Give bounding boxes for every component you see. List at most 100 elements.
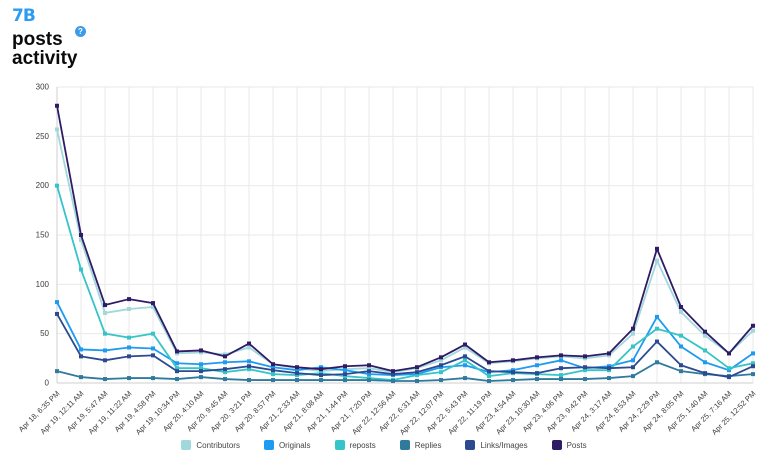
data-point-links-images[interactable] xyxy=(583,365,587,370)
data-point-links-images[interactable] xyxy=(367,369,371,374)
help-icon[interactable]: ? xyxy=(75,26,86,37)
data-point-replies[interactable] xyxy=(103,377,107,382)
data-point-posts[interactable] xyxy=(511,358,515,363)
data-point-reposts[interactable] xyxy=(727,366,731,371)
data-point-posts[interactable] xyxy=(463,342,467,347)
data-point-posts[interactable] xyxy=(343,364,347,369)
data-point-replies[interactable] xyxy=(199,375,203,380)
data-point-replies[interactable] xyxy=(271,378,275,383)
data-point-links-images[interactable] xyxy=(271,368,275,373)
data-point-replies[interactable] xyxy=(79,375,83,380)
data-point-originals[interactable] xyxy=(559,358,563,363)
data-point-reposts[interactable] xyxy=(151,331,155,336)
data-point-contributors[interactable] xyxy=(655,258,659,263)
data-point-originals[interactable] xyxy=(55,300,59,305)
data-point-originals[interactable] xyxy=(679,344,683,349)
data-point-replies[interactable] xyxy=(55,369,59,374)
data-point-posts[interactable] xyxy=(127,297,131,302)
data-point-reposts[interactable] xyxy=(127,335,131,340)
data-point-links-images[interactable] xyxy=(55,311,59,316)
app-logo[interactable]: 7B xyxy=(12,6,36,26)
data-point-posts[interactable] xyxy=(319,367,323,372)
data-point-originals[interactable] xyxy=(103,348,107,353)
data-point-links-images[interactable] xyxy=(487,369,491,374)
data-point-posts[interactable] xyxy=(103,303,107,308)
data-point-posts[interactable] xyxy=(583,354,587,359)
data-point-replies[interactable] xyxy=(535,377,539,382)
data-point-reposts[interactable] xyxy=(175,366,179,371)
data-point-posts[interactable] xyxy=(223,354,227,359)
data-point-replies[interactable] xyxy=(751,372,755,377)
data-point-replies[interactable] xyxy=(655,360,659,365)
data-point-replies[interactable] xyxy=(367,378,371,383)
legend-item-replies[interactable]: Replies xyxy=(399,440,441,450)
data-point-links-images[interactable] xyxy=(511,370,515,375)
data-point-reposts[interactable] xyxy=(439,370,443,375)
data-point-links-images[interactable] xyxy=(391,372,395,377)
data-point-links-images[interactable] xyxy=(223,367,227,372)
data-point-replies[interactable] xyxy=(223,377,227,382)
data-point-reposts[interactable] xyxy=(679,333,683,338)
data-point-contributors[interactable] xyxy=(247,345,251,350)
data-point-replies[interactable] xyxy=(391,379,395,384)
data-point-posts[interactable] xyxy=(655,246,659,251)
data-point-originals[interactable] xyxy=(223,360,227,365)
data-point-originals[interactable] xyxy=(199,362,203,367)
data-point-posts[interactable] xyxy=(727,351,731,356)
data-point-posts[interactable] xyxy=(559,353,563,358)
data-point-reposts[interactable] xyxy=(631,344,635,349)
data-point-reposts[interactable] xyxy=(223,370,227,375)
data-point-links-images[interactable] xyxy=(463,354,467,359)
data-point-posts[interactable] xyxy=(631,326,635,331)
data-point-links-images[interactable] xyxy=(247,364,251,369)
data-point-reposts[interactable] xyxy=(415,373,419,378)
data-point-reposts[interactable] xyxy=(487,374,491,379)
data-point-reposts[interactable] xyxy=(583,368,587,373)
data-point-contributors[interactable] xyxy=(151,305,155,310)
data-point-reposts[interactable] xyxy=(79,267,83,272)
data-point-links-images[interactable] xyxy=(199,369,203,374)
data-point-originals[interactable] xyxy=(295,368,299,373)
data-point-reposts[interactable] xyxy=(247,367,251,372)
data-point-links-images[interactable] xyxy=(127,354,131,359)
data-point-replies[interactable] xyxy=(127,376,131,381)
legend-item-reposts[interactable]: reposts xyxy=(334,440,376,450)
data-point-contributors[interactable] xyxy=(55,127,59,132)
data-point-posts[interactable] xyxy=(199,348,203,353)
data-point-contributors[interactable] xyxy=(679,309,683,314)
data-point-originals[interactable] xyxy=(463,363,467,368)
data-point-links-images[interactable] xyxy=(439,363,443,368)
data-point-posts[interactable] xyxy=(175,349,179,354)
data-point-links-images[interactable] xyxy=(343,372,347,377)
data-point-originals[interactable] xyxy=(175,361,179,366)
data-point-originals[interactable] xyxy=(247,359,251,364)
legend-item-posts[interactable]: Posts xyxy=(551,440,587,450)
data-point-posts[interactable] xyxy=(487,360,491,365)
data-point-links-images[interactable] xyxy=(607,366,611,371)
data-point-posts[interactable] xyxy=(295,365,299,370)
data-point-originals[interactable] xyxy=(535,363,539,368)
data-point-contributors[interactable] xyxy=(703,333,707,338)
data-point-links-images[interactable] xyxy=(79,354,83,359)
data-point-replies[interactable] xyxy=(607,376,611,381)
data-point-contributors[interactable] xyxy=(463,345,467,350)
data-point-posts[interactable] xyxy=(703,329,707,334)
data-point-links-images[interactable] xyxy=(151,353,155,358)
data-point-contributors[interactable] xyxy=(103,310,107,315)
data-point-contributors[interactable] xyxy=(367,366,371,371)
data-point-replies[interactable] xyxy=(559,377,563,382)
data-point-originals[interactable] xyxy=(631,358,635,363)
data-point-contributors[interactable] xyxy=(751,328,755,333)
legend-item-originals[interactable]: Originals xyxy=(263,440,311,450)
data-point-contributors[interactable] xyxy=(631,331,635,336)
data-point-replies[interactable] xyxy=(247,378,251,383)
data-point-reposts[interactable] xyxy=(55,183,59,188)
data-point-replies[interactable] xyxy=(151,376,155,381)
data-point-posts[interactable] xyxy=(271,362,275,367)
data-point-originals[interactable] xyxy=(127,345,131,350)
data-point-contributors[interactable] xyxy=(79,237,83,242)
data-point-posts[interactable] xyxy=(439,355,443,360)
data-point-originals[interactable] xyxy=(703,360,707,365)
data-point-replies[interactable] xyxy=(631,374,635,379)
data-point-links-images[interactable] xyxy=(727,375,731,380)
